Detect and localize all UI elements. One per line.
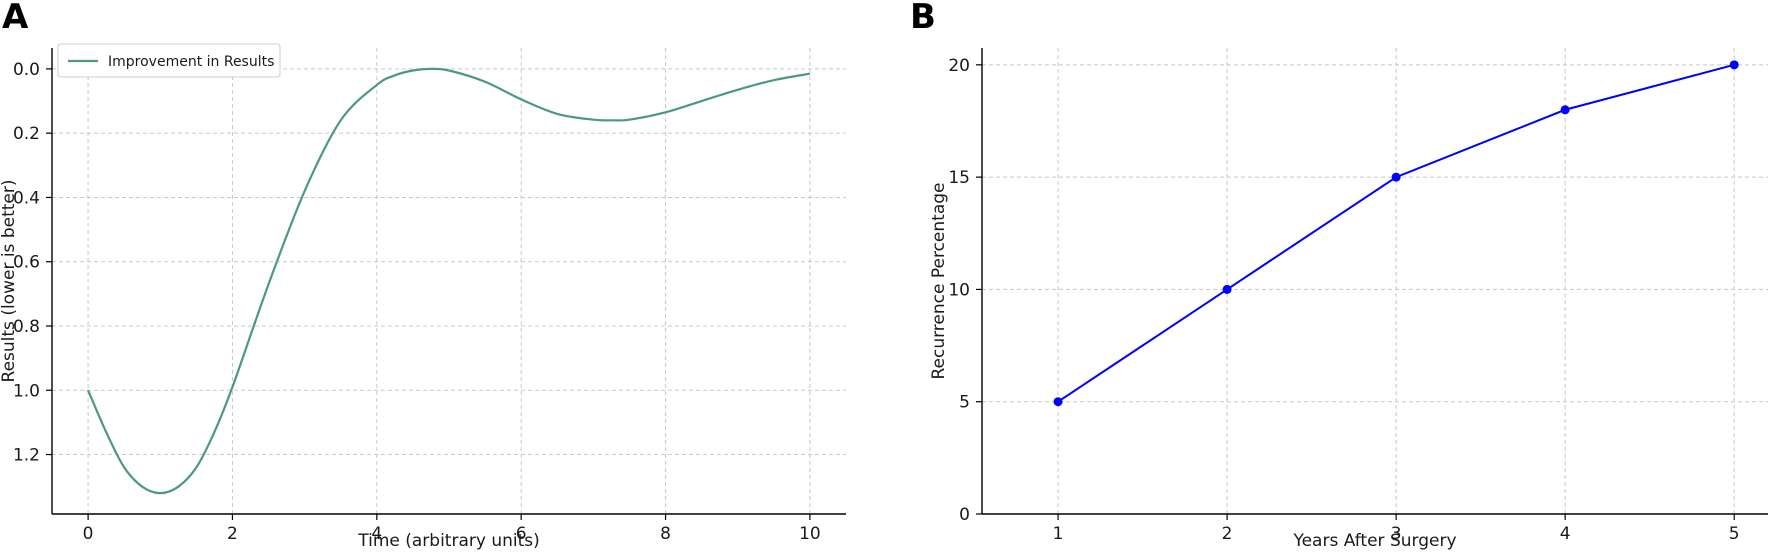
legend-box [57,43,281,78]
panel-a-letter: A [2,0,29,37]
chart-a-xtick-label: 4 [371,524,382,544]
chart-b-x-axis-title: Years After Surgery [1292,531,1456,551]
chart-b-point-0 [1053,397,1063,407]
chart-a-x-axis-title: Time (arbitrary units) [357,531,540,551]
chart-b-ytick-label: 5 [959,393,970,413]
chart-a-xtick-label: 2 [227,524,238,544]
chart-b-xtick-label: 4 [1560,524,1571,544]
chart-a: 0 2 4 6 8 10 0.0 0.2 0.4 0.6 0.8 1.0 1.2 Time (arbitr… [0,43,846,551]
chart-a-xtick-label: 0 [83,524,94,544]
chart-a-y-axis-title: Results (lower is better) [0,180,19,383]
chart-b-xtick-label: 1 [1053,524,1064,544]
chart-b-ytick-label: 0 [959,505,970,525]
chart-a-ytick-label: 0.4 [13,188,40,208]
chart-b-ytick-label: 20 [948,56,970,76]
chart-b-xtick-label: 5 [1729,524,1740,544]
chart-a-xtick-label: 6 [516,524,527,544]
legend-label: Improvement in Results [108,54,274,70]
chart-a-legend: Improvement in Results [57,43,281,78]
chart-b-point-1 [1222,284,1232,294]
chart-a-ytick-label: 1.0 [13,381,40,401]
chart-b-ytick-label: 15 [948,168,970,188]
chart-b: 1 2 3 4 5 0 5 10 15 20 Years After Surgery Recurren… [929,48,1768,551]
chart-b-point-4 [1729,60,1739,70]
chart-b-point-2 [1391,172,1401,182]
chart-a-ytick-label: 0.8 [13,317,40,337]
chart-b-xtick-label: 2 [1222,524,1233,544]
chart-b-ytick-label: 10 [948,280,970,300]
chart-a-ytick-label: 0.2 [13,124,40,144]
chart-a-xtick-label: 8 [660,524,671,544]
chart-a-series-line-0 [87,67,811,495]
chart-b-xtick-label: 3 [1391,524,1402,544]
chart-a-ytick-label: 0.0 [13,60,40,80]
chart-a-xtick-label: 10 [799,524,821,544]
chart-b-point-3 [1560,105,1570,115]
chart-a-ytick-label: 0.6 [13,253,40,273]
chart-b-y-axis-title: Recurrence Percentage [929,182,949,379]
panel-b-letter: B [910,0,936,37]
chart-a-ytick-label: 1.2 [13,446,40,466]
